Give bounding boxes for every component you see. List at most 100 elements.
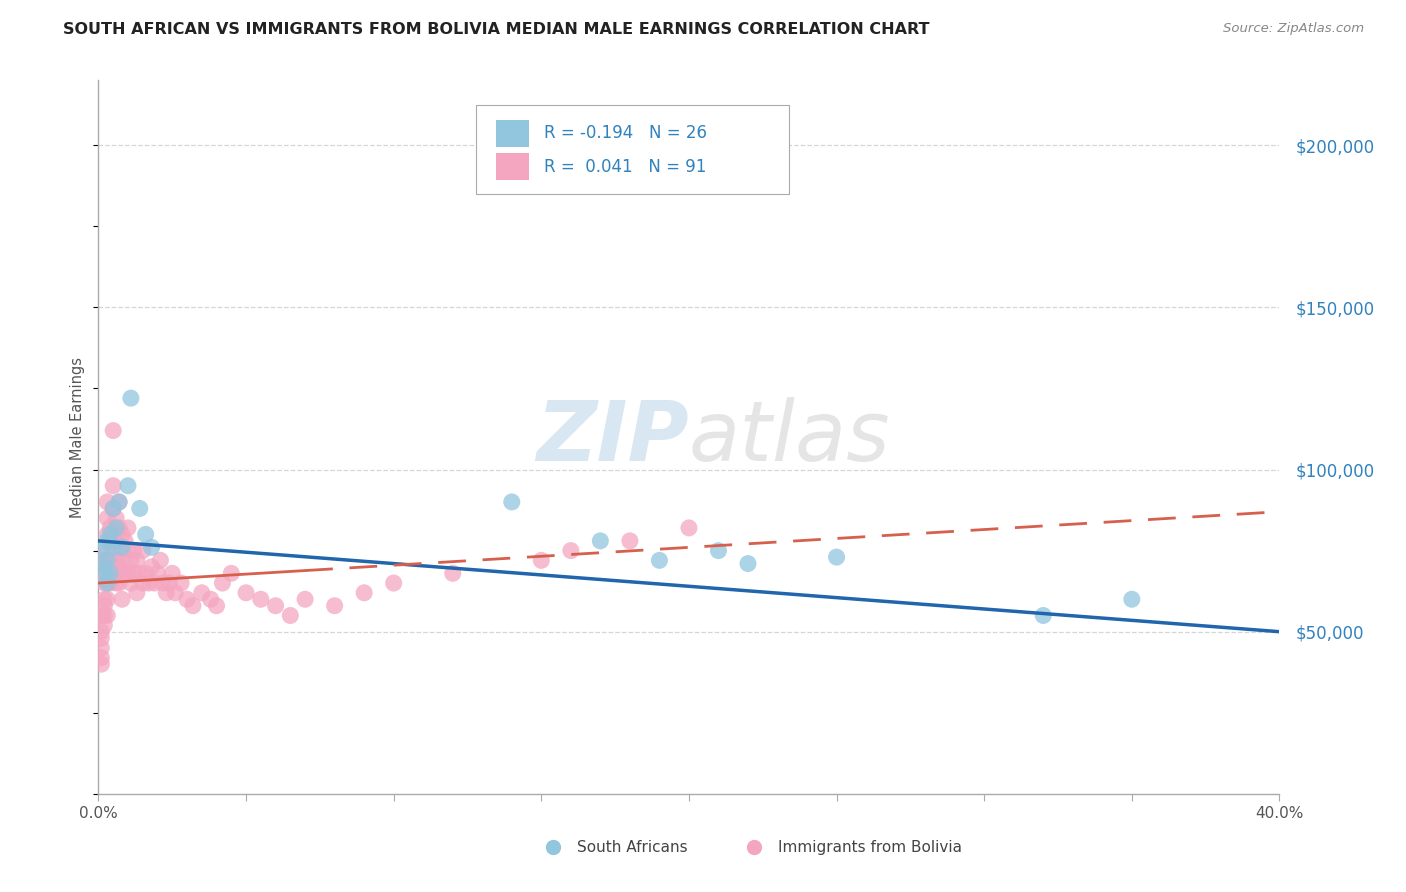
Point [135,527,157,541]
Point [111,553,134,567]
Point [141,541,163,555]
Point [105,533,128,548]
Point [96,608,118,623]
Text: South Africans: South Africans [576,840,688,855]
Point [90,640,112,655]
Point [560,543,582,558]
Point [96,527,118,541]
Point [105,521,128,535]
Point [117,479,139,493]
Point [98,576,121,591]
Point [98,533,121,548]
Point [323,599,346,613]
Point [93,566,115,581]
Point [441,566,464,581]
Point [93,566,115,581]
Point [98,521,121,535]
Point [96,543,118,558]
Point [221,566,243,581]
Point [93,592,115,607]
Point [108,559,131,574]
Point [103,566,125,581]
Point [181,599,204,613]
Point [382,576,405,591]
Point [264,599,287,613]
Point [111,566,134,581]
FancyBboxPatch shape [477,105,789,194]
Point [141,559,163,574]
Point [135,566,157,581]
Point [149,553,172,567]
Point [294,592,316,607]
Point [105,576,128,591]
Point [128,501,150,516]
Point [1032,608,1054,623]
Text: R = -0.194   N = 26: R = -0.194 N = 26 [544,124,707,142]
Text: Immigrants from Bolivia: Immigrants from Bolivia [778,840,962,855]
Point [108,576,131,591]
Point [90,543,112,558]
Point [530,553,553,567]
Point [93,553,115,567]
Point [678,521,700,535]
Point [103,501,125,516]
Text: atlas: atlas [689,397,890,477]
Point [648,553,671,567]
Point [103,424,125,438]
Point [143,576,166,591]
Point [103,541,125,555]
Point [128,566,150,581]
Point [117,543,139,558]
Text: R =  0.041   N = 91: R = 0.041 N = 91 [544,158,706,176]
Point [122,566,145,581]
Point [93,608,115,623]
Point [120,553,142,567]
Point [103,553,125,567]
Point [105,553,128,567]
Point [108,495,131,509]
Text: Source: ZipAtlas.com: Source: ZipAtlas.com [1223,22,1364,36]
Point [280,608,302,623]
Bar [496,120,530,146]
Point [90,657,112,672]
Point [211,576,233,591]
Point [98,527,121,541]
Point [90,631,112,645]
Point [103,527,125,541]
Point [105,511,128,525]
Point [108,521,131,535]
Point [96,511,118,525]
Point [96,553,118,567]
Point [96,592,118,607]
Point [589,533,612,548]
Point [103,479,125,493]
Point [93,559,115,574]
Point [93,576,115,591]
Point [90,624,112,639]
Point [162,566,183,581]
Point [250,592,273,607]
Point [353,586,375,600]
Point [108,495,131,509]
Point [191,586,214,600]
Point [200,592,222,607]
Point [96,576,118,591]
Point [111,527,134,541]
Point [111,592,134,607]
Point [132,543,155,558]
Point [235,586,257,600]
Point [132,576,155,591]
Text: SOUTH AFRICAN VS IMMIGRANTS FROM BOLIVIA MEDIAN MALE EARNINGS CORRELATION CHART: SOUTH AFRICAN VS IMMIGRANTS FROM BOLIVIA… [63,22,929,37]
Point [152,576,174,591]
Point [120,391,142,405]
Point [170,576,193,591]
Point [98,566,121,581]
Point [114,533,136,548]
Point [90,650,112,665]
Point [114,566,136,581]
Point [93,599,115,613]
Point [205,599,228,613]
Point [111,541,134,555]
Point [176,592,198,607]
Point [125,553,148,567]
